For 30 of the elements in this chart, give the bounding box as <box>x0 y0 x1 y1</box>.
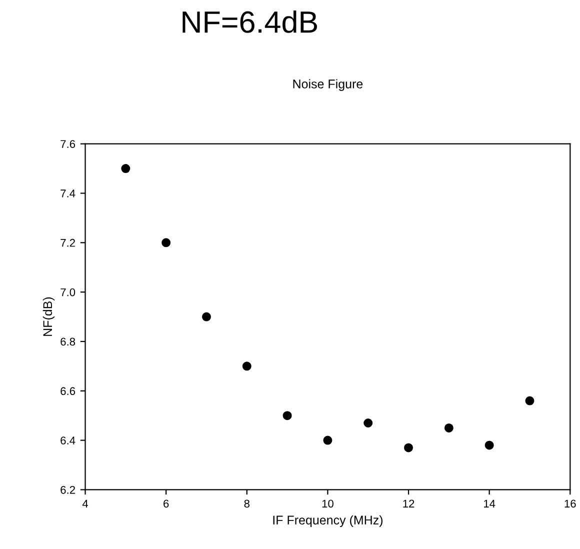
y-tick-label: 6.2 <box>60 486 75 494</box>
x-tick-label: 8 <box>244 500 250 508</box>
x-tick-label: 12 <box>403 500 414 508</box>
chart-title: Noise Figure <box>293 79 363 91</box>
y-tick-label: 7.4 <box>60 190 76 198</box>
x-tick-label: 14 <box>484 500 496 508</box>
point <box>323 436 332 445</box>
x-axis-title: IF Frequency (MHz) <box>273 515 382 527</box>
point <box>162 238 171 248</box>
x-tick-label: 4 <box>82 500 88 508</box>
y-tick-label: 6.6 <box>60 387 76 396</box>
point <box>525 396 534 406</box>
point <box>282 411 292 420</box>
point <box>484 440 494 450</box>
y-tick-label: 6.8 <box>60 338 76 346</box>
x-tick-label: 10 <box>322 500 334 508</box>
point <box>242 362 252 371</box>
point <box>404 443 414 452</box>
point <box>444 423 454 432</box>
y-tick-label: 6.4 <box>60 436 76 444</box>
y-tick-label: 7.2 <box>60 238 75 247</box>
point <box>202 312 211 322</box>
point <box>121 164 130 174</box>
y-tick-label: 7.0 <box>60 288 76 296</box>
x-tick-label: 16 <box>564 500 576 508</box>
x-tick-label: 6 <box>164 500 169 508</box>
y-axis-title: NF(dB) <box>42 297 55 336</box>
text: NF=6.4dB <box>182 10 317 33</box>
point <box>364 418 373 428</box>
y-tick-label: 7.6 <box>60 140 76 148</box>
